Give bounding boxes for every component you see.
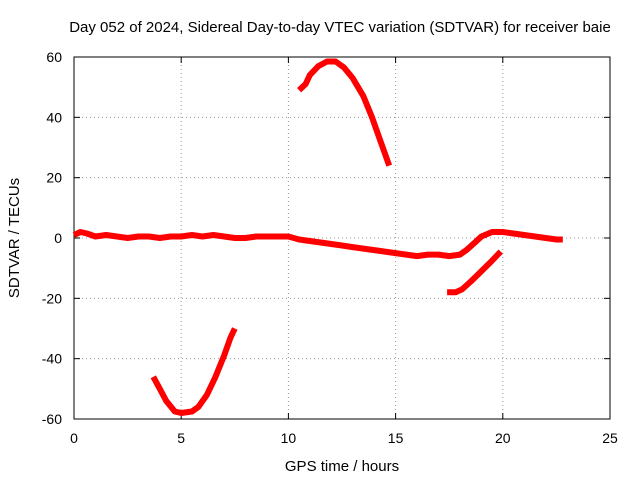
y-axis-label: SDTVAR / TECUs (6, 178, 23, 298)
series-layer (72, 58, 563, 416)
y-tick-label: 0 (54, 230, 62, 246)
x-tick-label: 0 (70, 430, 78, 446)
series-line-main-trace (72, 229, 563, 260)
series-line-trace-C (447, 249, 503, 296)
x-tick-label: 25 (602, 430, 618, 446)
y-tick-label: 20 (46, 170, 62, 186)
series-line-trace-B (297, 58, 393, 167)
x-tick-label: 5 (177, 430, 185, 446)
y-tick-label: 40 (46, 109, 62, 125)
x-tick-label: 10 (281, 430, 297, 446)
y-tick-label: -40 (42, 351, 62, 367)
x-tick-label: 15 (388, 430, 404, 446)
x-axis-label: GPS time / hours (285, 458, 399, 475)
x-tick-label: 20 (495, 430, 511, 446)
tick-layer: 0 5 10 15 20 25 -60 -40 -20 0 20 40 60 (42, 49, 618, 446)
y-tick-label: -20 (42, 290, 62, 306)
chart-title: Day 052 of 2024, Sidereal Day-to-day VTE… (69, 19, 611, 36)
y-tick-label: 60 (46, 49, 62, 65)
series-line-trace-A (150, 327, 238, 416)
y-tick-label: -60 (42, 411, 62, 427)
